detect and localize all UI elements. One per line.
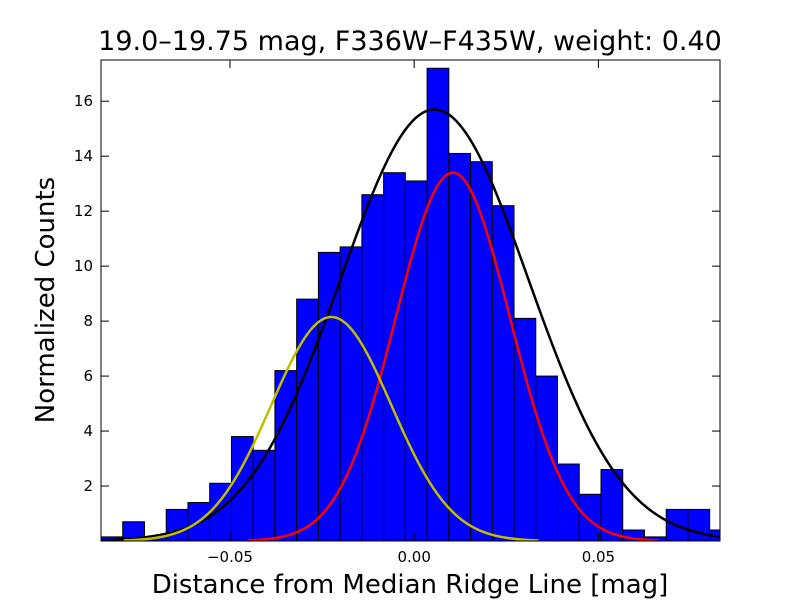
y-axis-label: Normalized Counts bbox=[31, 177, 61, 423]
x-tick-label: 0.00 bbox=[397, 548, 430, 566]
y-tick-label: 10 bbox=[74, 257, 93, 275]
x-axis-label: Distance from Median Ridge Line [mag] bbox=[152, 570, 669, 600]
y-tick-label: 12 bbox=[74, 202, 93, 220]
histogram-bar bbox=[535, 375, 559, 542]
histogram-bar bbox=[252, 449, 276, 542]
histogram-bar bbox=[361, 194, 385, 542]
histogram-bar bbox=[448, 152, 472, 542]
fit-curve bbox=[123, 315, 539, 542]
histogram-bar bbox=[274, 370, 298, 542]
histogram-bar bbox=[513, 317, 537, 542]
histogram-bar bbox=[426, 67, 450, 542]
x-tick-label: −0.05 bbox=[207, 548, 253, 566]
histogram-bar bbox=[557, 463, 580, 542]
plot-frame bbox=[100, 59, 721, 542]
y-tick-label: 4 bbox=[83, 422, 93, 440]
histogram-bar bbox=[687, 508, 711, 542]
x-tick-label: 0.05 bbox=[582, 548, 615, 566]
y-tick-label: 14 bbox=[74, 147, 93, 165]
curves-layer bbox=[100, 108, 721, 542]
histogram-bar bbox=[209, 482, 232, 542]
histogram-bar bbox=[404, 180, 428, 542]
ticks-layer: −0.05 0.00 0.05 2 4 6 8 10 12 14 16 bbox=[74, 60, 720, 566]
histogram-bar bbox=[339, 246, 363, 542]
y-tick-label: 16 bbox=[74, 92, 93, 110]
chart-title: 19.0–19.75 mag, F336W–F435W, weight: 0.4… bbox=[98, 26, 722, 57]
fit-curve bbox=[247, 171, 659, 542]
bars-layer bbox=[100, 67, 721, 542]
y-tick-label: 2 bbox=[83, 477, 93, 495]
fit-curve bbox=[100, 108, 721, 542]
histogram-bar bbox=[491, 205, 515, 542]
histogram-bar bbox=[578, 493, 602, 542]
histogram-bar bbox=[317, 251, 341, 542]
y-tick-label: 6 bbox=[83, 367, 93, 385]
y-tick-label: 8 bbox=[83, 312, 93, 330]
